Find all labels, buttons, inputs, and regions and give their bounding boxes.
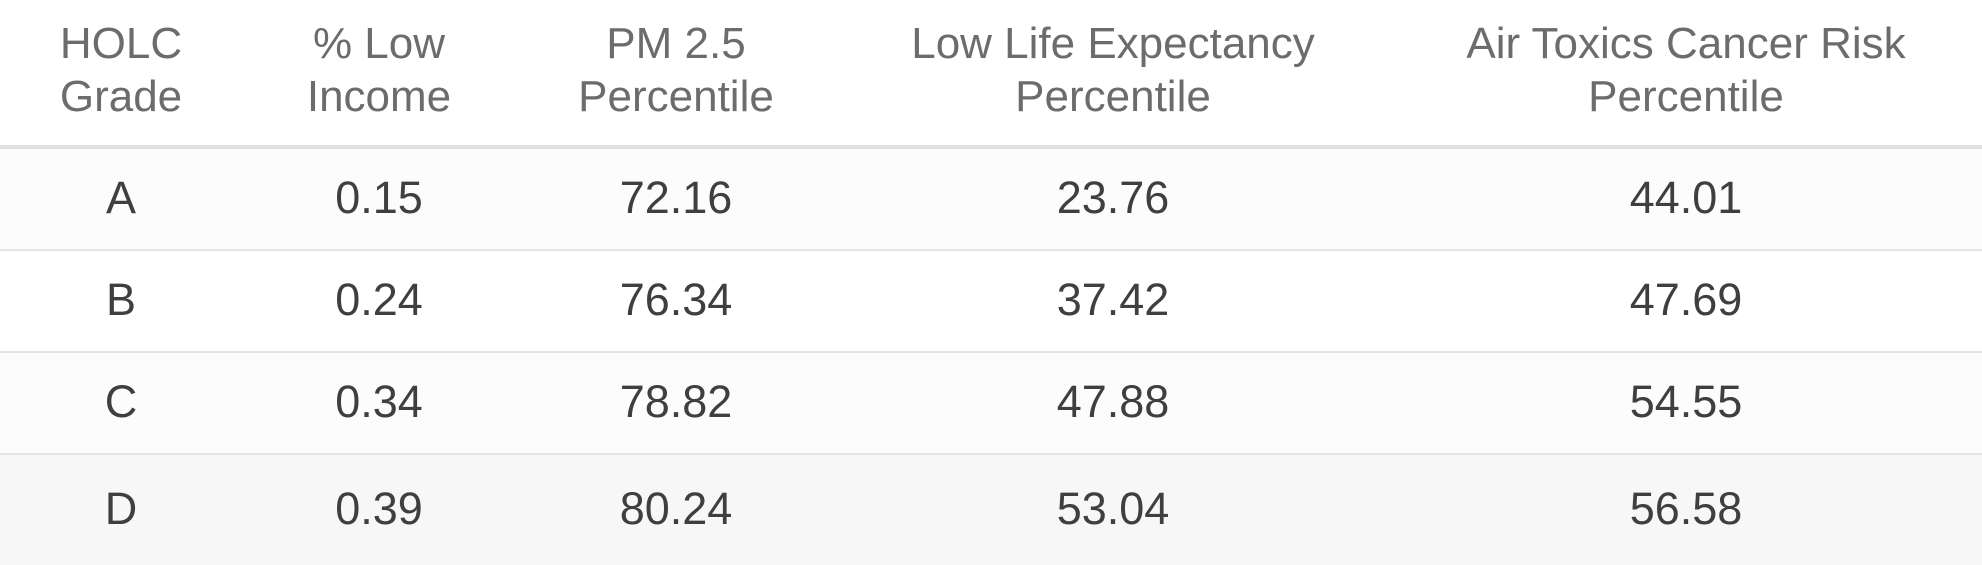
- column-header-low-life-expectancy-percentile[interactable]: Low Life Expectancy Percentile: [911, 18, 1315, 121]
- cell-low-life-expectancy-percentile: 37.42: [1056, 274, 1170, 325]
- cell-holc-grade: B: [105, 274, 136, 325]
- cell-low-life-expectancy-percentile: 53.04: [1056, 483, 1170, 534]
- cell-low-income: 0.39: [335, 483, 423, 534]
- cell-holc-grade: C: [104, 376, 138, 427]
- cell-low-life-expectancy-percentile: 47.88: [1056, 376, 1170, 427]
- cell-low-income: 0.15: [335, 172, 423, 223]
- cell-pm25-percentile: 76.34: [619, 274, 733, 325]
- cell-pm25-percentile: 80.24: [619, 483, 733, 534]
- column-header-holc-grade[interactable]: HOLC Grade: [59, 18, 183, 121]
- table-row: C 0.34 78.82 47.88 54.55: [0, 353, 1982, 455]
- cell-air-toxics-cancer-risk-percentile: 54.55: [1629, 376, 1743, 427]
- cell-low-life-expectancy-percentile: 23.76: [1056, 172, 1170, 223]
- column-header-pm25-percentile[interactable]: PM 2.5 Percentile: [578, 18, 774, 121]
- cell-holc-grade: D: [104, 483, 138, 534]
- cell-pm25-percentile: 78.82: [619, 376, 733, 427]
- cell-pm25-percentile: 72.16: [619, 172, 733, 223]
- cell-holc-grade: A: [105, 172, 136, 223]
- cell-low-income: 0.34: [335, 376, 423, 427]
- column-header-low-income[interactable]: % Low Income: [306, 18, 452, 121]
- cell-air-toxics-cancer-risk-percentile: 56.58: [1629, 483, 1743, 534]
- cell-air-toxics-cancer-risk-percentile: 47.69: [1629, 274, 1743, 325]
- cell-low-income: 0.24: [335, 274, 423, 325]
- cell-air-toxics-cancer-risk-percentile: 44.01: [1629, 172, 1743, 223]
- table-row: A 0.15 72.16 23.76 44.01: [0, 149, 1982, 251]
- column-header-air-toxics-cancer-risk-percentile[interactable]: Air Toxics Cancer Risk Percentile: [1466, 18, 1906, 121]
- table-header-row: HOLC Grade % Low Income PM 2.5 Percentil…: [0, 0, 1982, 149]
- table-row: B 0.24 76.34 37.42 47.69: [0, 251, 1982, 353]
- table-row: D 0.39 80.24 53.04 56.58: [0, 455, 1982, 565]
